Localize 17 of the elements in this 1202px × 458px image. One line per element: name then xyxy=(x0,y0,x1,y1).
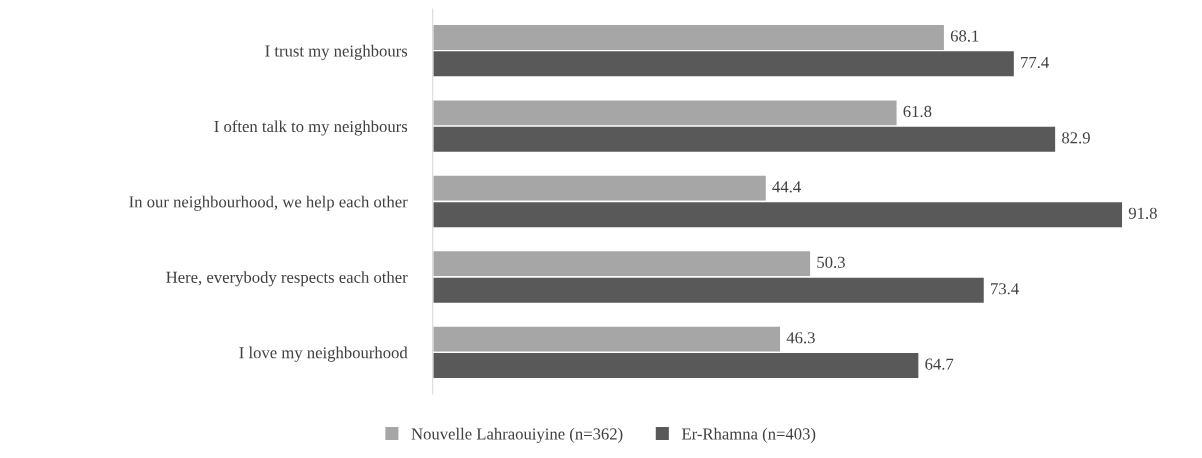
data-label: 77.4 xyxy=(1021,56,1049,69)
y-tick-label: I love my neighbourhood xyxy=(239,346,408,362)
data-label: 73.4 xyxy=(991,283,1019,295)
legend-label: Nouvelle Lahraouiyine (n=362) xyxy=(411,427,623,443)
y-tick-label: In our neighbourhood, we help each other xyxy=(129,195,408,211)
y-tick-label: I trust my neighbours xyxy=(265,44,408,61)
y-tick-label: Here, everybody respects each other xyxy=(166,271,408,287)
data-label: 68.1 xyxy=(950,30,979,42)
y-tick-label: I often talk to my neighbours xyxy=(214,120,408,136)
data-label: 61.8 xyxy=(903,105,932,118)
data-label: 46.3 xyxy=(786,332,815,344)
data-label: 44.4 xyxy=(772,181,801,193)
data-label: 82.9 xyxy=(1062,132,1090,144)
data-label: 50.3 xyxy=(817,256,845,268)
data-label: 64.7 xyxy=(925,358,954,370)
data-label: 91.8 xyxy=(1128,207,1157,219)
legend-label: Er-Rhamna (n=403) xyxy=(681,427,816,443)
